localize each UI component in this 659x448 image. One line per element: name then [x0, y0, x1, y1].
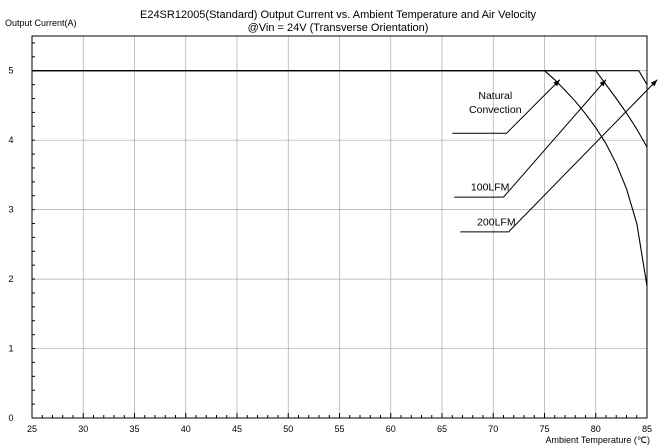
y-tick-label: 1	[8, 344, 13, 354]
y-tick-label: 4	[8, 135, 13, 145]
x-axis-label: Ambient Temperature (℃)	[546, 435, 650, 445]
x-tick-label: 35	[129, 424, 139, 434]
x-tick-label: 80	[591, 424, 601, 434]
x-tick-label: 30	[78, 424, 88, 434]
series-lines	[32, 70, 648, 287]
y-tick-label: 3	[8, 205, 13, 215]
chart-title: E24SR12005(Standard) Output Current vs. …	[140, 9, 537, 21]
y-tick-label: 0	[8, 413, 13, 423]
series-line	[32, 70, 648, 85]
annotations: Natural Convection 100LFM 200LFM	[452, 79, 658, 233]
x-tick-label: 50	[283, 424, 293, 434]
chart-subtitle: @Vin = 24V (Transverse Orientation)	[248, 22, 429, 34]
annotation-label: 100LFM	[471, 182, 510, 194]
y-axis-label: Output Current(A)	[5, 18, 77, 28]
y-tick-label: 2	[8, 274, 13, 284]
annotation-arrowhead	[553, 79, 560, 87]
annotation-arrowhead	[650, 79, 658, 87]
annotation-label: 200LFM	[477, 216, 516, 228]
x-tick-label: 65	[437, 424, 447, 434]
grid	[32, 36, 647, 418]
x-tick-label: 55	[334, 424, 344, 434]
x-tick-label: 45	[232, 424, 242, 434]
x-tick-label: 75	[539, 424, 549, 434]
annotation-arrowhead	[599, 79, 606, 87]
annotation-label: Natural	[478, 90, 512, 102]
annotation-leader-line	[460, 79, 658, 233]
annotation-label: Convection	[469, 104, 522, 116]
x-tick-label: 40	[181, 424, 191, 434]
x-tick-label: 60	[386, 424, 396, 434]
y-tick-label: 5	[8, 66, 13, 76]
axes	[31, 35, 648, 419]
x-tick-label: 85	[642, 424, 652, 434]
series-line	[32, 70, 648, 287]
annotation-leader-line	[454, 79, 607, 198]
annotation-leader-line	[452, 79, 561, 134]
x-tick-label: 70	[488, 424, 498, 434]
x-tick-label: 25	[27, 424, 37, 434]
